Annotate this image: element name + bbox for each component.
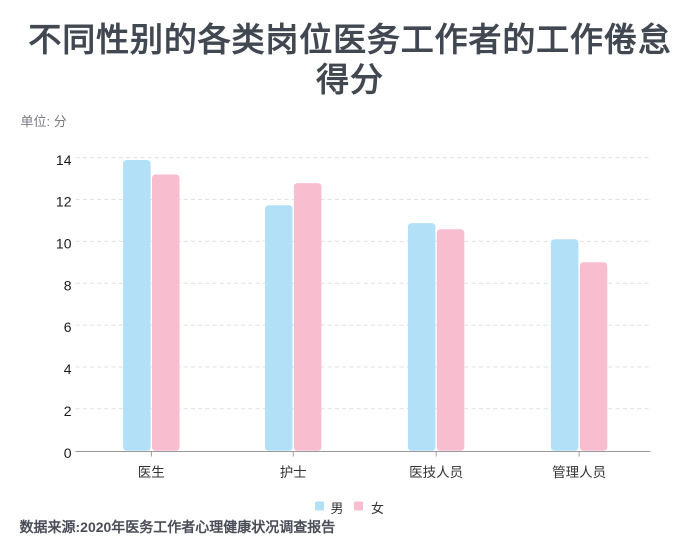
svg-text:6: 6 xyxy=(64,319,72,335)
svg-text:10: 10 xyxy=(56,236,72,252)
svg-text:0: 0 xyxy=(64,445,72,461)
svg-text:8: 8 xyxy=(64,277,72,293)
svg-text:2: 2 xyxy=(64,403,72,419)
svg-text:14: 14 xyxy=(56,152,72,168)
svg-text:4: 4 xyxy=(64,361,72,377)
svg-text:12: 12 xyxy=(56,194,72,210)
